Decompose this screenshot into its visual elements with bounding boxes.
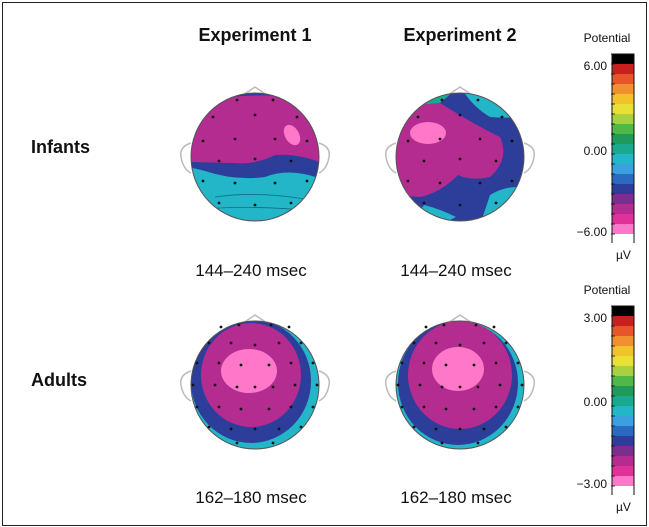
colorbar-swatch <box>612 54 634 64</box>
topomap-adults-experiment-1 <box>179 314 331 450</box>
colorbar-swatch <box>612 134 634 144</box>
column-header-experiment-2: Experiment 2 <box>403 25 517 45</box>
colorbar-swatch <box>612 224 634 234</box>
colorbar-swatch <box>612 396 634 406</box>
colorbar-infants-tick-max: 6.00 <box>583 59 607 73</box>
colorbar-swatch <box>612 234 634 243</box>
colorbar-unit-infants: µV <box>616 248 631 262</box>
colorbar-swatch <box>612 144 634 154</box>
colorbar-swatch <box>612 446 634 456</box>
colorbar-swatch <box>612 416 634 426</box>
colorbar-adults-tick-zero: 0.00 <box>583 395 607 409</box>
time-window-adults-experiment-1: 162–180 msec <box>195 488 307 507</box>
colorbar-swatch <box>612 204 634 214</box>
colorbar-title-infants: Potential <box>583 31 631 45</box>
colorbar-swatch <box>612 386 634 396</box>
colorbar-swatch <box>612 164 634 174</box>
time-window-adults-experiment-2: 162–180 msec <box>400 488 512 507</box>
colorbar-adults-tick-max: 3.00 <box>583 311 607 325</box>
colorbar-swatch <box>612 184 634 194</box>
colorbar-title-adults: Potential <box>583 283 631 297</box>
colorbar-swatch <box>612 436 634 446</box>
colorbar-border <box>611 305 635 495</box>
colorbar-adults <box>611 305 635 495</box>
colorbar-swatch <box>612 336 634 346</box>
colorbar-swatch <box>612 356 634 366</box>
colorbar-swatch <box>612 84 634 94</box>
colorbar-swatch <box>612 406 634 416</box>
colorbar-swatch <box>612 104 634 114</box>
colorbar-adults-tick-min: −3.00 <box>576 477 607 491</box>
colorbar-swatch <box>612 366 634 376</box>
colorbar-swatch <box>612 306 634 316</box>
colorbar-unit-adults: µV <box>616 500 631 514</box>
colorbar-infants-tick-min: −6.00 <box>576 225 607 239</box>
topomap-adults-experiment-2 <box>384 314 536 450</box>
colorbar-swatch <box>612 94 634 104</box>
column-header-experiment-1: Experiment 1 <box>198 25 312 45</box>
colorbar-swatch <box>612 476 634 486</box>
time-window-infants-experiment-1: 144–240 msec <box>195 261 307 280</box>
colorbar-swatch <box>612 466 634 476</box>
colorbar-swatch <box>612 174 634 184</box>
topomap-infants-experiment-2 <box>384 86 536 222</box>
colorbar-swatch <box>612 114 634 124</box>
row-label-infants: Infants <box>31 137 91 157</box>
colorbar-infants <box>611 53 635 243</box>
colorbar-swatch <box>612 154 634 164</box>
colorbar-swatch <box>612 456 634 466</box>
colorbar-swatch <box>612 74 634 84</box>
colorbar-swatch <box>612 376 634 386</box>
colorbar-swatch <box>612 214 634 224</box>
colorbar-swatch <box>612 124 634 134</box>
colorbar-border <box>611 53 635 243</box>
colorbar-swatch <box>612 326 634 336</box>
colorbar-infants-tick-zero: 0.00 <box>583 144 607 158</box>
colorbar-swatch <box>612 64 634 74</box>
colorbar-swatch <box>612 194 634 204</box>
colorbar-swatch <box>612 486 634 495</box>
colorbar-swatch <box>612 346 634 356</box>
colorbar-swatch <box>612 316 634 326</box>
colorbar-swatch <box>612 426 634 436</box>
time-window-infants-experiment-2: 144–240 msec <box>400 261 512 280</box>
row-label-adults: Adults <box>31 370 87 390</box>
topomap-infants-experiment-1 <box>179 86 331 222</box>
